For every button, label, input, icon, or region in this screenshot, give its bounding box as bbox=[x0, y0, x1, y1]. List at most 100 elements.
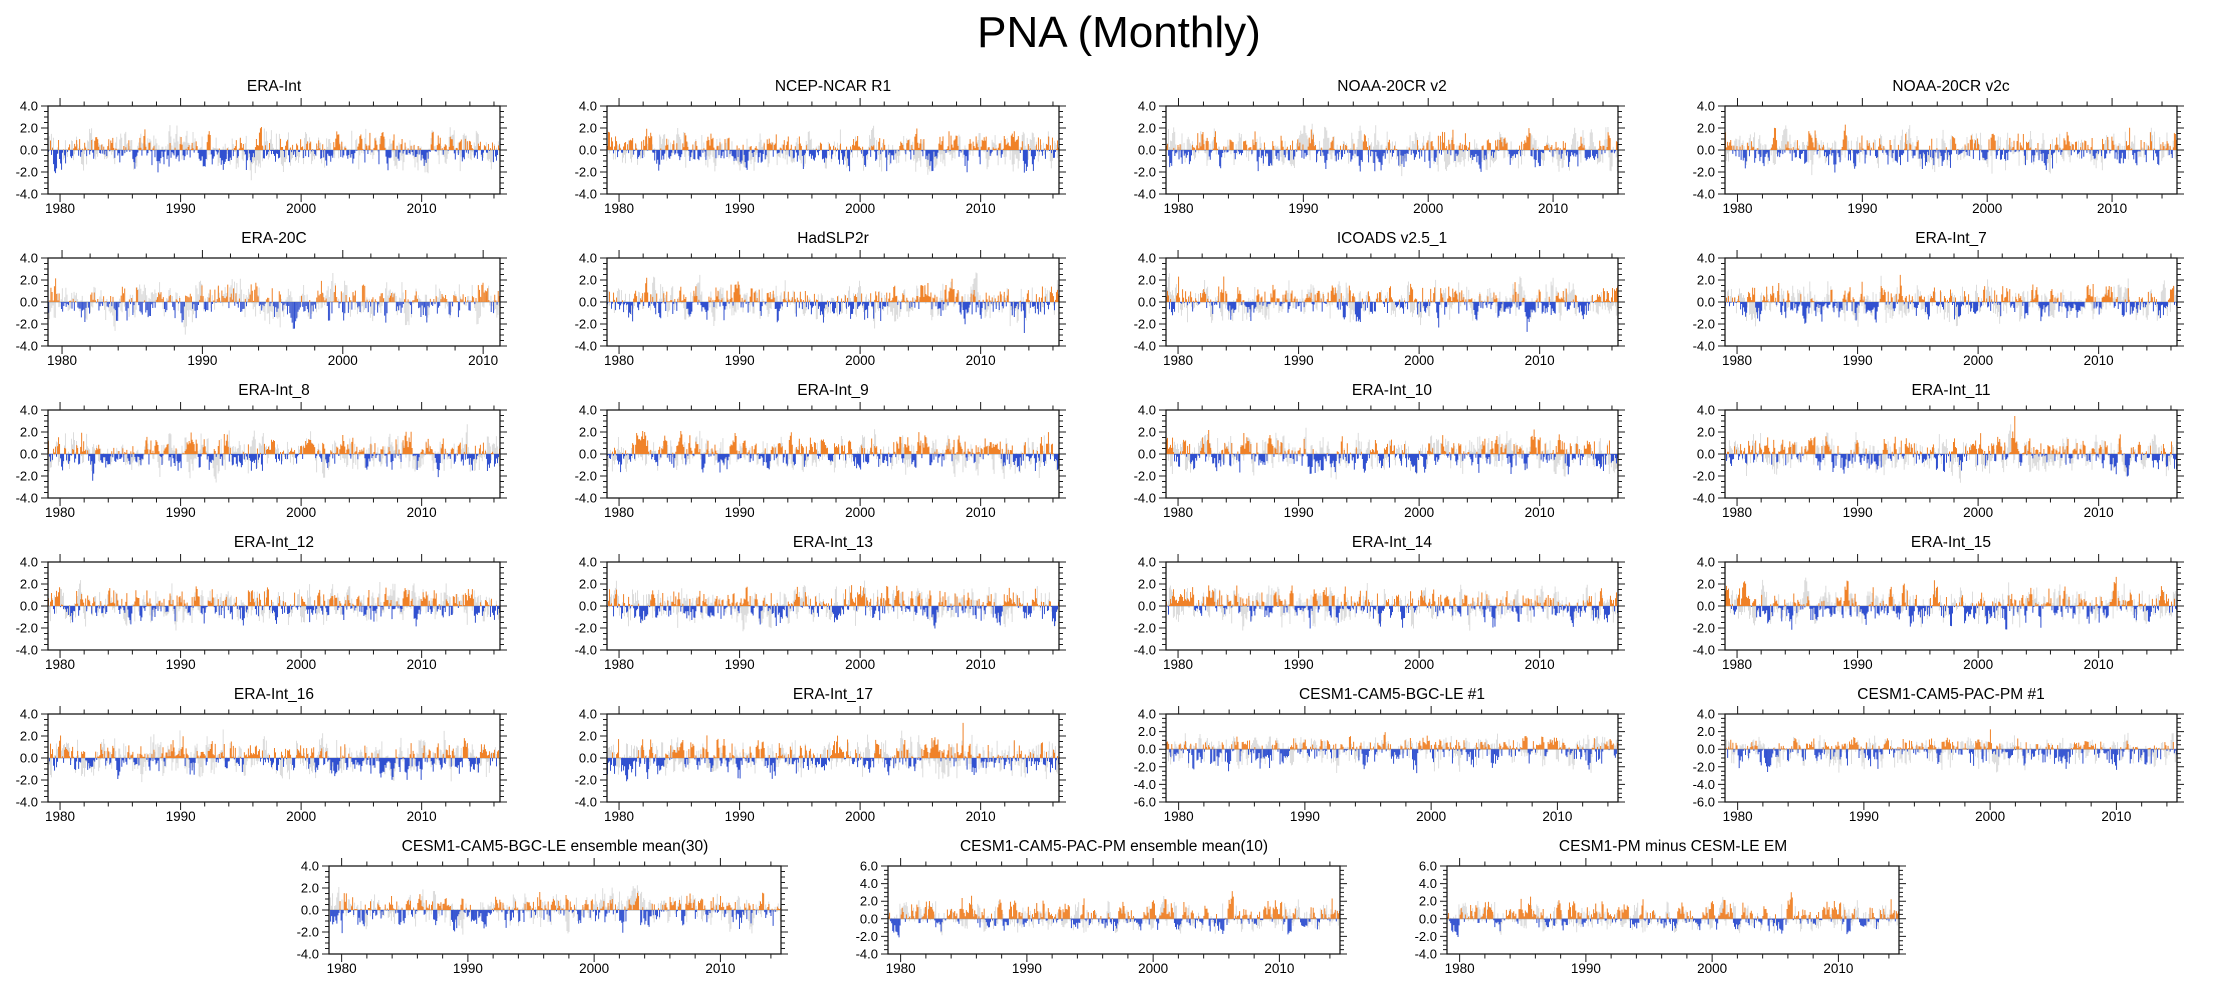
y-tick-label: -4.0 bbox=[1134, 491, 1156, 506]
panel-row-2: ERA-20C 4.0 2.0 0.0 -2.0 -4.0 1980 1990 2000 2010… bbox=[0, 224, 2238, 376]
panel-cesm1-cam5-bgc-le-1: CESM1-CAM5-BGC-LE #1 4.0 2.0 0.0 -2.0 -4.0 -6.… bbox=[1118, 680, 1677, 832]
x-tick-label: 1990 bbox=[1847, 201, 1877, 216]
plot-frame bbox=[606, 105, 1060, 195]
y-tick-label: -2.0 bbox=[575, 773, 597, 788]
x-tick-label: 1980 bbox=[1163, 353, 1193, 368]
plot-frame bbox=[1724, 561, 2178, 651]
x-tick-label: 1980 bbox=[45, 657, 75, 672]
y-tick-label: 2.0 bbox=[1138, 273, 1156, 288]
panel-title: HadSLP2r bbox=[797, 230, 869, 247]
x-tick-label: 2010 bbox=[1525, 505, 1555, 520]
x-tick-label: 1990 bbox=[1843, 657, 1873, 672]
positive-bars bbox=[1166, 429, 1610, 454]
panel-chart: NOAA-20CR v2 4.0 2.0 0.0 -2.0 -4.0 1980 1990 200… bbox=[1134, 78, 1625, 216]
y-tick-label: 2.0 bbox=[1697, 724, 1715, 739]
y-tick-label: 0.0 bbox=[579, 143, 597, 158]
ghost-bars bbox=[1166, 273, 1619, 326]
axis-ticks bbox=[600, 554, 1066, 658]
x-tick-label: 2010 bbox=[966, 201, 996, 216]
positive-bars bbox=[612, 430, 1054, 454]
y-tick-label: 0.0 bbox=[20, 143, 38, 158]
panel-chart: CESM1-CAM5-BGC-LE #1 4.0 2.0 0.0 -2.0 -4.0 -6.… bbox=[1134, 686, 1625, 824]
plot-frame bbox=[1165, 561, 1619, 651]
y-tick-label: 4.0 bbox=[1697, 555, 1715, 570]
x-tick-label: 2000 bbox=[579, 961, 609, 976]
x-tick-label: 1990 bbox=[452, 961, 482, 976]
panel-chart: HadSLP2r 4.0 2.0 0.0 -2.0 -4.0 1980 1990 2000 201… bbox=[575, 230, 1066, 368]
y-tick-label: 0.0 bbox=[1138, 742, 1156, 757]
x-tick-label: 1980 bbox=[885, 961, 915, 976]
x-tick-label: 1980 bbox=[1722, 505, 1752, 520]
x-tick-label: 1990 bbox=[1849, 809, 1879, 824]
panel-title: CESM1-CAM5-BGC-LE #1 bbox=[1299, 686, 1485, 703]
x-tick-label: 1980 bbox=[1723, 809, 1753, 824]
x-tick-label: 1980 bbox=[1722, 657, 1752, 672]
y-tick-label: 2.0 bbox=[300, 881, 318, 896]
plot-frame bbox=[1724, 409, 2178, 499]
panel-chart: ERA-Int_9 4.0 2.0 0.0 -2.0 -4.0 1980 1990 2000 20… bbox=[575, 382, 1066, 520]
x-tick-label: 2000 bbox=[1404, 657, 1434, 672]
y-tick-label: 4.0 bbox=[579, 251, 597, 266]
y-tick-label: -2.0 bbox=[1134, 469, 1156, 484]
plot-frame bbox=[1165, 257, 1619, 347]
x-tick-label: 2000 bbox=[1138, 961, 1168, 976]
y-tick-label: -4.0 bbox=[1693, 491, 1715, 506]
y-tick-label: 2.0 bbox=[579, 577, 597, 592]
axis-ticks bbox=[1159, 706, 1625, 810]
y-tick-label: 2.0 bbox=[1697, 273, 1715, 288]
negative-bars bbox=[1168, 150, 1616, 172]
y-tick-label: 0.0 bbox=[859, 911, 877, 926]
axis-ticks bbox=[321, 858, 788, 962]
panel-era-20c: ERA-20C 4.0 2.0 0.0 -2.0 -4.0 1980 1990 2000 2010 bbox=[0, 224, 559, 376]
y-tick-label: 4.0 bbox=[1697, 251, 1715, 266]
y-tick-label: -2.0 bbox=[1693, 621, 1715, 636]
y-tick-label: 4.0 bbox=[579, 707, 597, 722]
positive-bars bbox=[608, 585, 1059, 606]
x-tick-label: 1990 bbox=[187, 353, 217, 368]
x-tick-label: 1990 bbox=[725, 657, 755, 672]
y-tick-label: 0.0 bbox=[579, 599, 597, 614]
y-tick-label: 4.0 bbox=[20, 403, 38, 418]
y-tick-label: 2.0 bbox=[579, 425, 597, 440]
y-tick-label: 4.0 bbox=[1138, 99, 1156, 114]
x-tick-label: 2000 bbox=[1404, 353, 1434, 368]
y-tick-label: 0.0 bbox=[1697, 295, 1715, 310]
y-tick-label: -6.0 bbox=[1134, 795, 1156, 810]
y-tick-label: 0.0 bbox=[20, 751, 38, 766]
plot-frame bbox=[1165, 105, 1619, 195]
y-tick-label: -4.0 bbox=[1134, 187, 1156, 202]
y-tick-label: 2.0 bbox=[579, 729, 597, 744]
y-tick-label: 2.0 bbox=[859, 894, 877, 909]
y-tick-label: -4.0 bbox=[16, 187, 38, 202]
x-tick-label: 2010 bbox=[1525, 353, 1555, 368]
x-tick-label: 1980 bbox=[604, 201, 634, 216]
y-tick-label: 4.0 bbox=[1697, 707, 1715, 722]
plot-frame bbox=[1445, 865, 1900, 955]
positive-bars bbox=[1726, 729, 2174, 750]
axis-ticks bbox=[1718, 98, 2184, 202]
x-tick-label: 2010 bbox=[1525, 657, 1555, 672]
x-tick-label: 1990 bbox=[725, 809, 755, 824]
negative-bars bbox=[1726, 454, 2177, 477]
panel-chart: ERA-Int 4.0 2.0 0.0 -2.0 -4.0 1980 1990 2000 2010 bbox=[16, 78, 507, 216]
y-tick-label: -6.0 bbox=[1693, 795, 1715, 810]
plot-frame bbox=[1165, 409, 1619, 499]
y-tick-label: -4.0 bbox=[1134, 643, 1156, 658]
y-tick-label: 4.0 bbox=[20, 99, 38, 114]
y-tick-label: 6.0 bbox=[859, 859, 877, 874]
y-tick-label: 2.0 bbox=[20, 577, 38, 592]
y-tick-label: -4.0 bbox=[16, 795, 38, 810]
x-tick-label: 1990 bbox=[166, 657, 196, 672]
plot-frame bbox=[606, 561, 1060, 651]
y-tick-label: -4.0 bbox=[575, 643, 597, 658]
positive-bars bbox=[1725, 576, 2175, 606]
x-tick-label: 2000 bbox=[1697, 961, 1727, 976]
x-tick-label: 2000 bbox=[845, 657, 875, 672]
y-tick-label: 0.0 bbox=[1697, 143, 1715, 158]
plot-frame bbox=[606, 257, 1060, 347]
y-tick-label: 0.0 bbox=[20, 447, 38, 462]
axis-ticks bbox=[600, 402, 1066, 506]
y-tick-label: -2.0 bbox=[575, 469, 597, 484]
axis-ticks bbox=[1159, 250, 1625, 354]
panel-row-5: ERA-Int_16 4.0 2.0 0.0 -2.0 -4.0 1980 1990 2000 2… bbox=[0, 680, 2238, 832]
